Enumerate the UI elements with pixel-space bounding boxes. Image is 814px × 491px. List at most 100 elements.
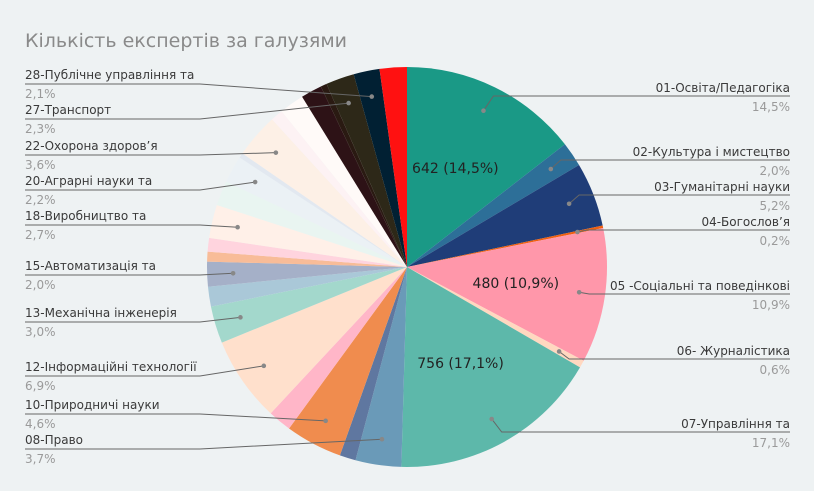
slice-name-label: 18-Виробництво та [25, 209, 146, 223]
slice-name-label: 27-Транспорт [25, 103, 111, 117]
pie-slice[interactable] [407, 165, 603, 267]
pie-slice[interactable] [355, 267, 407, 467]
leader-dot [323, 418, 328, 424]
slice-name-label: 03-Гуманітарні науки [654, 180, 790, 194]
leader-line [483, 95, 790, 111]
leader-line [550, 159, 790, 170]
leader-line [577, 229, 790, 233]
slice-name-label: 13-Механічна інженерія [25, 306, 177, 320]
pie-slice[interactable] [401, 267, 580, 467]
leader-line [25, 224, 238, 228]
leader-dot [252, 179, 258, 185]
leader-dot [576, 290, 582, 295]
leader-line [491, 418, 790, 433]
slice-percent-label: 10,9% [752, 298, 790, 312]
leader-dot [379, 436, 385, 442]
leader-dot [548, 166, 554, 172]
leader-dot [556, 349, 562, 354]
leader-line [25, 438, 382, 450]
leader-line [25, 365, 264, 377]
leader-dot [235, 224, 240, 230]
leader-line [25, 83, 372, 98]
slice-name-label: 12-Інформаційні технології [25, 360, 197, 374]
slice-percent-label: 17,1% [752, 436, 790, 450]
leader-line [25, 152, 276, 156]
pie-slice[interactable] [407, 67, 565, 267]
pie-slice[interactable] [272, 111, 407, 267]
pie-slice[interactable] [407, 225, 604, 267]
slice-name-label: 04-Богослов’я [701, 215, 790, 229]
slice-name-label: 28-Публічне управління та [25, 68, 194, 82]
leader-dot [369, 94, 375, 99]
slice-percent-label: 6,9% [25, 379, 56, 393]
slice-percent-label: 3,0% [25, 325, 56, 339]
leader-dot [489, 416, 495, 422]
pie-slice[interactable] [207, 237, 407, 267]
pie-slice[interactable] [407, 267, 584, 368]
slice-percent-label: 0,6% [760, 363, 791, 377]
slice-percent-label: 4,6% [25, 417, 56, 431]
slice-percent-label: 2,0% [25, 278, 56, 292]
pie-slice[interactable] [320, 83, 407, 267]
slice-percent-label: 5,2% [760, 199, 791, 213]
leader-dot [575, 229, 580, 235]
slice-percent-label: 3,6% [25, 158, 56, 172]
pie-slice[interactable] [339, 267, 407, 461]
leader-dot [273, 150, 279, 155]
slice-name-label: 15-Автоматизація та [25, 259, 156, 273]
pie-slice[interactable] [210, 267, 407, 343]
leader-line [568, 194, 790, 205]
leader-line [25, 413, 326, 422]
pie-slice[interactable] [270, 267, 407, 429]
slice-percent-label: 2,1% [25, 87, 56, 101]
slice-name-label: 02-Культура і мистецтво [633, 145, 790, 159]
slice-name-label: 06- Журналістика [677, 344, 790, 358]
slice-percent-label: 2,3% [25, 122, 56, 136]
pie-slice[interactable] [207, 261, 407, 287]
slice-name-label: 22-Охорона здоров’я [25, 139, 158, 153]
pie-slice[interactable] [326, 74, 407, 267]
pie-slice[interactable] [209, 204, 407, 267]
slice-value-label: 756 (17,1%) [417, 356, 504, 372]
leader-line [25, 102, 349, 120]
slice-name-label: 10-Природничі науки [25, 398, 160, 412]
pie-slice[interactable] [226, 157, 407, 267]
slice-name-label: 07-Управління та [681, 417, 790, 431]
slice-percent-label: 3,7% [25, 452, 56, 466]
slice-percent-label: 0,2% [760, 234, 791, 248]
pie-slice[interactable] [207, 267, 407, 307]
pie-slice[interactable] [379, 67, 407, 267]
pie-slice[interactable] [242, 119, 407, 268]
pie-slice[interactable] [207, 251, 407, 267]
pie-slice[interactable] [289, 267, 407, 456]
slice-value-label: 480 (10,9%) [473, 276, 560, 292]
slice-percent-label: 2,7% [25, 228, 56, 242]
slice-name-label: 01-Освіта/Педагогіка [656, 81, 790, 95]
leader-line [558, 351, 790, 360]
pie-slice[interactable] [407, 228, 607, 361]
pie-slice[interactable] [221, 267, 407, 414]
slice-name-label: 08-Право [25, 433, 83, 447]
pie-slice[interactable] [302, 86, 407, 268]
leader-dot [566, 201, 572, 207]
slice-percent-label: 14,5% [752, 100, 790, 114]
pie-slice[interactable] [216, 181, 407, 267]
pie-slice[interactable] [407, 144, 580, 267]
slice-percent-label: 2,0% [760, 164, 791, 178]
leader-dot [238, 315, 243, 320]
leader-dot [481, 108, 486, 114]
slice-name-label: 05 -Соціальні та поведінкові [610, 279, 790, 293]
chart-title: Кількість експертів за галузями [25, 30, 347, 52]
leader-line [25, 316, 241, 323]
leader-line [25, 272, 234, 276]
leader-dot [230, 270, 236, 276]
pie-slice[interactable] [239, 153, 407, 267]
slice-percent-label: 2,2% [25, 193, 56, 207]
leader-line [25, 181, 256, 191]
slice-value-label: 642 (14,5%) [412, 161, 499, 177]
leader-dot [261, 363, 267, 369]
pie-slice[interactable] [353, 68, 407, 268]
pie-slice[interactable] [281, 96, 407, 268]
leader-dot [346, 100, 351, 106]
